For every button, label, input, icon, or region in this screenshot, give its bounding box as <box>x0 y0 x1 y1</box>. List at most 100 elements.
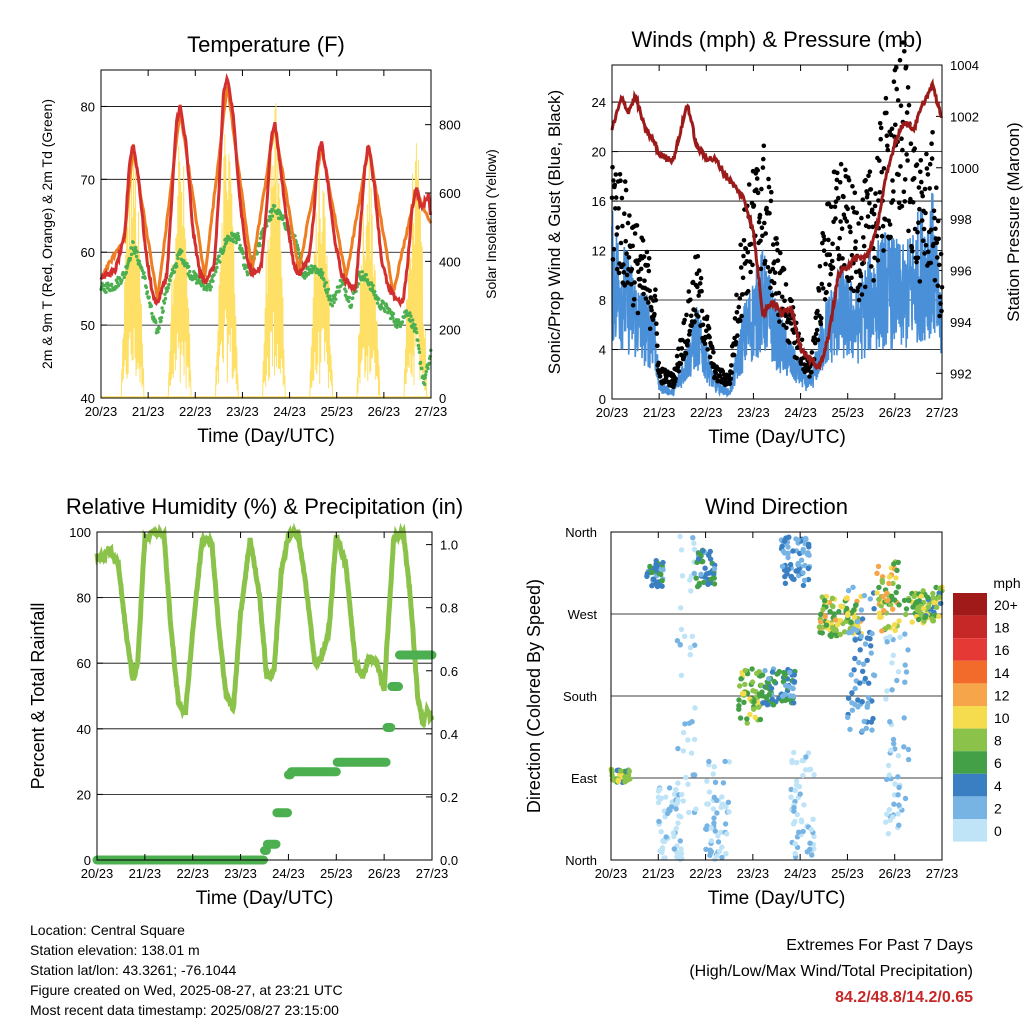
direction-point <box>880 593 886 600</box>
direction-point <box>807 846 813 852</box>
direction-point <box>903 606 910 612</box>
gust-point <box>683 351 689 356</box>
dewpoint-point <box>417 350 422 354</box>
direction-point <box>673 806 679 812</box>
gust-point <box>936 236 941 242</box>
direction-point <box>883 696 889 702</box>
gust-point <box>879 233 885 239</box>
dewpoint-point <box>364 273 368 277</box>
winds-ytick-label: 24 <box>592 95 606 110</box>
dewpoint-point <box>273 204 277 208</box>
direction-point <box>808 826 814 833</box>
dewpoint-point <box>415 330 419 335</box>
direction-point <box>823 593 830 600</box>
direction-point <box>671 846 677 852</box>
gust-point <box>687 328 693 334</box>
dewpoint-point <box>218 260 222 264</box>
gust-point <box>641 291 646 297</box>
direction-point <box>843 595 849 601</box>
dewpoint-point <box>231 239 236 244</box>
dewpoint-point <box>351 296 355 300</box>
gust-point <box>823 261 828 267</box>
temperature-ytick-right-label: 0 <box>439 391 446 406</box>
humidity-ytick-label: 100 <box>69 525 91 540</box>
gust-point <box>656 360 661 366</box>
direction-point <box>890 814 896 820</box>
winds-series-pressure <box>610 78 943 371</box>
gust-point <box>640 238 646 243</box>
direction-point <box>653 579 660 585</box>
direction-point <box>687 652 693 658</box>
gust-point <box>814 327 820 333</box>
gust-point <box>906 102 912 108</box>
direction-point <box>670 830 677 836</box>
direction-point <box>706 570 713 576</box>
gust-point <box>896 200 902 205</box>
gust-point <box>652 293 658 299</box>
gust-point <box>859 292 865 297</box>
direction-point <box>779 563 786 569</box>
dewpoint-point <box>167 282 171 287</box>
direction-xtick-label: 26/23 <box>878 866 911 881</box>
gust-point <box>820 286 826 291</box>
direction-point <box>845 714 851 721</box>
dewpoint-point <box>156 330 160 334</box>
dewpoint-point <box>400 320 405 324</box>
gust-point <box>692 308 698 313</box>
gust-point <box>613 206 618 211</box>
gust-point <box>737 318 743 324</box>
gust-point <box>754 176 760 181</box>
dewpoint-point <box>134 254 139 259</box>
winds-xtick-label: 25/23 <box>831 405 864 420</box>
gust-point <box>936 262 942 268</box>
gust-point <box>888 234 893 240</box>
dewpoint-point <box>180 249 184 253</box>
gust-point <box>858 273 864 279</box>
dewpoint-point <box>420 366 424 371</box>
direction-point <box>692 705 698 711</box>
gust-point <box>705 347 710 352</box>
extremes-values: 84.2/48.8/14.2/0.65 <box>835 989 973 1006</box>
winds-ytick-label: 4 <box>599 343 606 358</box>
dewpoint-point <box>337 289 341 293</box>
direction-point <box>782 673 788 680</box>
colorbar-swatch <box>953 796 987 819</box>
gust-point <box>807 364 813 370</box>
direction-point <box>855 697 861 703</box>
winds-xtick-label: 27/23 <box>926 405 959 420</box>
direction-point <box>662 855 668 861</box>
gust-point <box>636 269 641 275</box>
direction-point <box>655 794 662 800</box>
gust-point <box>713 370 718 376</box>
gust-point <box>635 261 640 267</box>
gust-point <box>740 292 745 297</box>
winds-ytick-label: 8 <box>599 293 606 308</box>
direction-point <box>711 815 717 821</box>
solar-day-trace <box>120 143 145 399</box>
direction-point <box>896 802 902 808</box>
gust-point <box>837 235 842 241</box>
direction-point <box>626 768 632 774</box>
temperature-ytick-label: 40 <box>81 391 95 406</box>
direction-point <box>886 574 893 580</box>
gust-point <box>917 279 923 284</box>
gust-point <box>741 253 746 259</box>
direction-point <box>710 806 717 812</box>
gust-point <box>682 317 687 323</box>
direction-point <box>693 806 699 812</box>
gust-point <box>877 158 882 163</box>
gust-point <box>649 307 654 313</box>
gust-point <box>901 189 907 195</box>
humidity-xtick-label: 27/23 <box>416 866 449 881</box>
direction-point <box>658 571 664 578</box>
direction-point <box>706 789 713 795</box>
direction-point <box>887 719 893 725</box>
humidity-ytick-label: 80 <box>77 591 91 606</box>
direction-point <box>803 754 809 760</box>
winds-series-gust <box>609 40 945 390</box>
direction-point <box>713 797 720 803</box>
temperature-series-2m <box>99 72 432 308</box>
direction-point <box>685 781 691 787</box>
gust-point <box>684 312 689 318</box>
